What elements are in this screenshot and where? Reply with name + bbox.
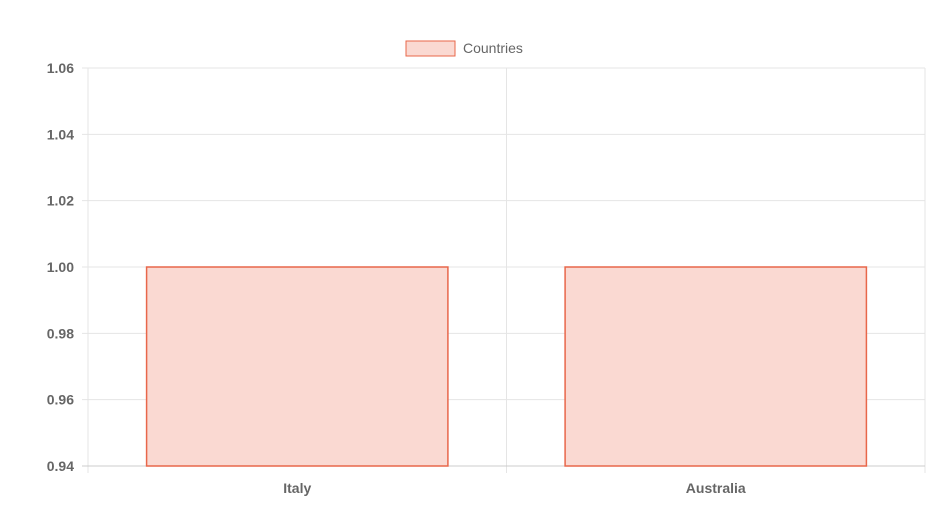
bar-australia [564, 266, 868, 467]
legend-label: Countries [463, 40, 523, 56]
y-tick-label: 0.98 [47, 325, 74, 341]
y-axis-ticks: 1.06 1.04 1.02 1.00 0.98 0.96 0.94 [47, 60, 74, 474]
y-tick-label: 1.02 [47, 193, 74, 209]
x-axis-ticks: Italy Australia [283, 480, 746, 496]
y-tick-label: 1.00 [47, 259, 74, 275]
y-tick-label: 0.94 [47, 458, 74, 474]
x-tick-label: Australia [686, 480, 746, 496]
legend-swatch [405, 40, 456, 57]
bars [145, 266, 868, 467]
y-tick-label: 0.96 [47, 392, 74, 408]
bar-italy [145, 266, 449, 467]
y-tick-label: 1.06 [47, 60, 74, 76]
x-tick-label: Italy [283, 480, 311, 496]
legend[interactable]: Countries [405, 40, 523, 57]
y-tick-label: 1.04 [47, 126, 74, 142]
